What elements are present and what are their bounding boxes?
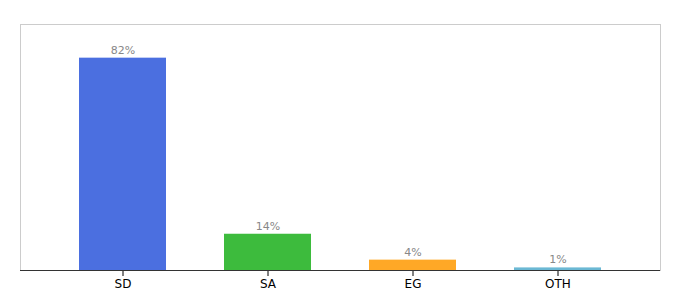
- svg-text:82%: 82%: [111, 44, 135, 57]
- svg-text:EG: EG: [405, 277, 422, 291]
- svg-text:SA: SA: [260, 277, 277, 291]
- svg-text:4%: 4%: [404, 246, 421, 259]
- svg-text:OTH: OTH: [545, 277, 571, 291]
- svg-text:SD: SD: [115, 277, 132, 291]
- svg-text:14%: 14%: [256, 220, 280, 233]
- svg-text:1%: 1%: [549, 253, 566, 266]
